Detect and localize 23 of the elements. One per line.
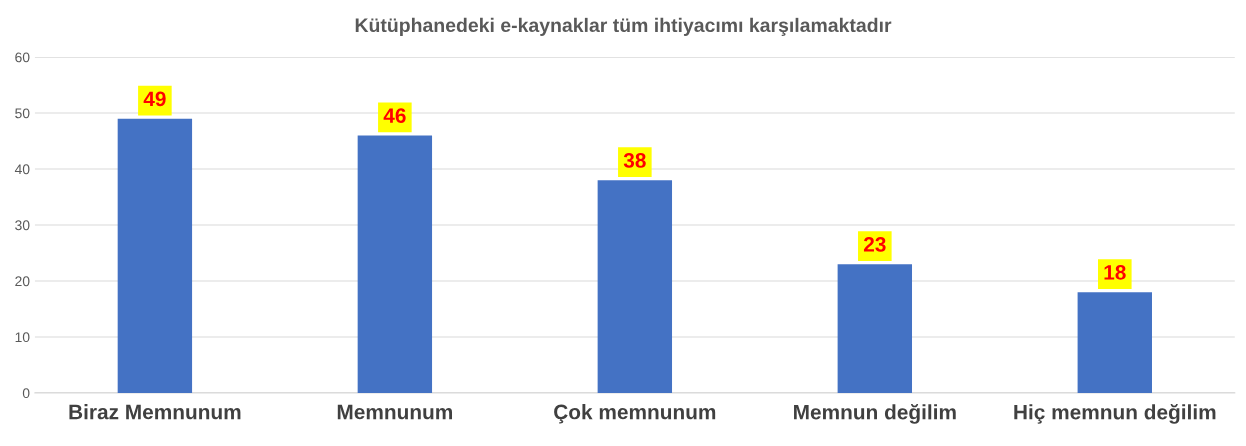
bar — [357, 135, 433, 393]
bar — [597, 180, 673, 393]
data-label: 49 — [143, 91, 166, 107]
x-tick-label: Hiç memnun değilim — [1014, 404, 1216, 424]
x-tick-label: Çok memnunum — [554, 404, 716, 424]
y-tick-label: 20 — [15, 276, 30, 287]
x-tick-label: Memnunum — [337, 404, 453, 420]
bar — [837, 264, 913, 393]
data-label: 38 — [623, 153, 646, 168]
y-tick-label: 0 — [22, 388, 30, 399]
y-tick-label: 40 — [14, 164, 30, 175]
y-tick-label: 60 — [15, 52, 30, 63]
bar — [1077, 292, 1152, 393]
y-tick-label: 30 — [15, 220, 30, 231]
x-tick-label: Biraz Memnunum — [69, 404, 241, 420]
x-tick-label: Memnun değilim — [794, 404, 956, 424]
data-label: 18 — [1104, 264, 1126, 280]
data-label: 46 — [383, 108, 406, 123]
bar — [117, 118, 193, 393]
y-tick-label: 10 — [15, 332, 30, 343]
y-tick-label: 50 — [15, 108, 30, 119]
data-label: 23 — [863, 236, 886, 252]
chart-title: Kütüphanedeki e-kaynaklar tüm ihtiyacımı karşılamaktadır — [355, 17, 892, 36]
